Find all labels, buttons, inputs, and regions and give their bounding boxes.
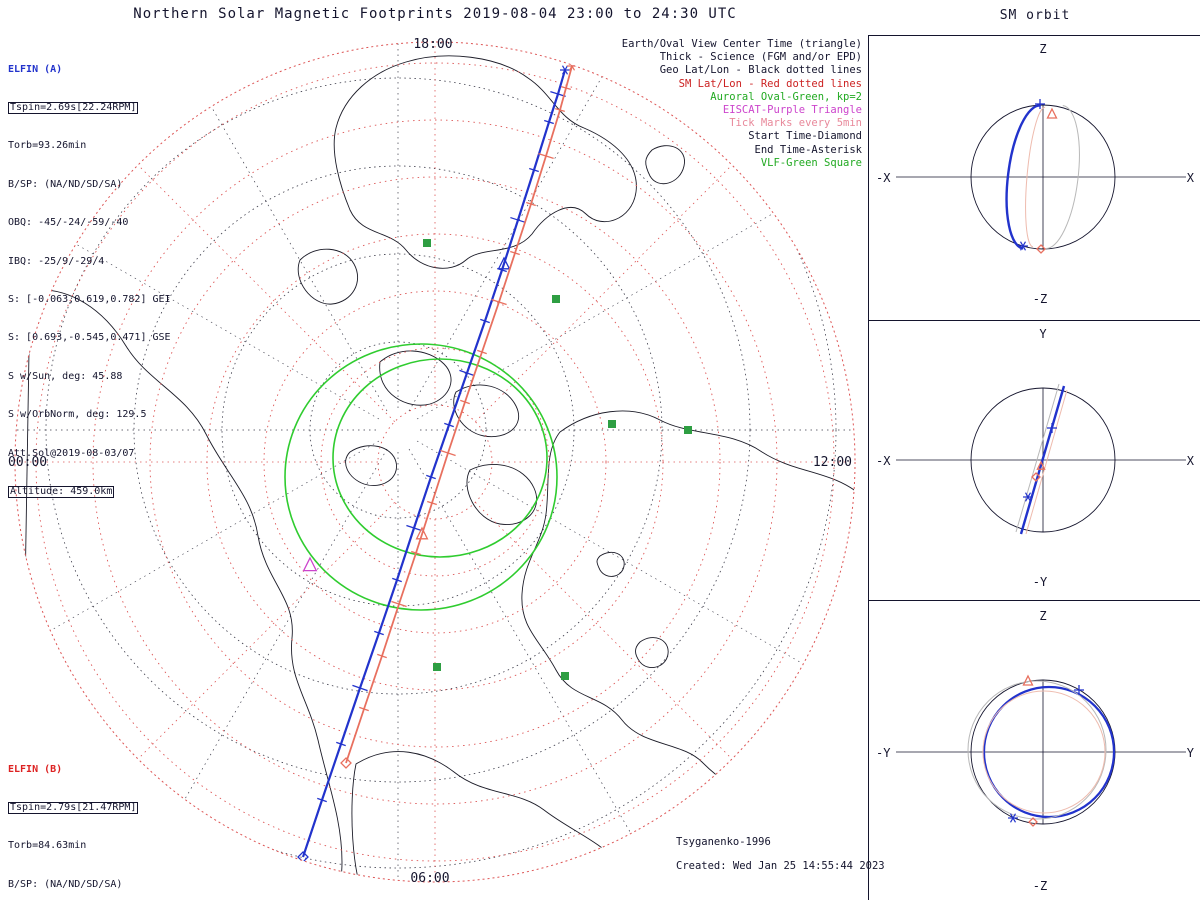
elfin-a-info-block: ELFIN (A) Tspin=2.69s[22.24RPM] Torb=93.… [8, 38, 171, 524]
elfin-a-s-gse: S: [0.693,-0.545,0.471] GSE [8, 332, 171, 344]
map-legend: Earth/Oval View Center Time (triangle) T… [520, 38, 862, 170]
legend-line: SM Lat/Lon - Red dotted lines [678, 77, 862, 90]
sm-orbit-title: SM orbit [999, 8, 1071, 23]
elfin-b-torb: Torb=84.63min [8, 840, 87, 852]
elfin-a-orbnorm-angle: S w/OrbNorm, deg: 129.5 [8, 409, 147, 421]
elfin-a-obq: OBQ: -45/-24/-59/-40 [8, 217, 129, 229]
sm-orbit-yz-panel: Z -Z -Y Y [876, 609, 1195, 893]
sm-orbit-xz-panel: Z -Z -X X [876, 42, 1195, 306]
svg-text:18:00: 18:00 [413, 37, 452, 52]
model-credit: Tsyganenko-1996 [676, 836, 771, 848]
legend-line: Earth/Oval View Center Time (triangle) [621, 38, 862, 50]
elfin-b-tspin: Tspin=2.79s[21.47RPM] [8, 801, 139, 815]
right-panel-divider [868, 35, 869, 900]
sm-orbit-xy-panel: Y -Y -X X [876, 327, 1195, 589]
elfin-a-tspin: Tspin=2.69s[22.24RPM] [8, 101, 139, 115]
svg-text:-X: -X [876, 171, 891, 185]
orbit-panel-divider-top [868, 35, 1200, 36]
svg-text:-Y: -Y [876, 746, 891, 760]
svg-text:-Z: -Z [1033, 292, 1047, 306]
elfin-a-ibq: IBQ: -25/9/-29/4 [8, 255, 105, 267]
svg-text:Z: Z [1039, 42, 1046, 56]
elfin-a-label: ELFIN (A) [8, 63, 63, 75]
elfin-a-torb: Torb=93.26min [8, 140, 87, 152]
elfin-b-info-block: ELFIN (B) Tspin=2.79s[21.47RPM] Torb=84.… [8, 738, 177, 900]
footprint-map-plot: 18:00 00:00 12:00 06:00 [8, 37, 856, 886]
svg-text:-X: -X [876, 454, 891, 468]
svg-text:X: X [1187, 171, 1195, 185]
legend-line: Start Time-Diamond [748, 130, 862, 143]
legend-line: Tick Marks every 5min [729, 117, 862, 130]
orbit-panel-divider-bottom [868, 600, 1200, 601]
legend-line: VLF-Green Square [760, 156, 862, 169]
svg-text:X: X [1187, 454, 1195, 468]
elfin-a-altitude: Altitude: 459.0km [8, 485, 115, 499]
svg-text:-Z: -Z [1033, 879, 1047, 893]
elfin-a-attsol: Att.Sol@2019-08-03/07 [8, 447, 135, 459]
svg-text:Z: Z [1039, 609, 1046, 623]
legend-line: Auroral Oval-Green, kp=2 [710, 90, 862, 103]
legend-line: EISCAT-Purple Triangle [722, 104, 862, 117]
elfin-b-label: ELFIN (B) [8, 763, 63, 775]
legend-line: Geo Lat/Lon - Black dotted lines [659, 64, 862, 77]
created-timestamp: Created: Wed Jan 25 14:55:44 2023 [676, 860, 885, 872]
elfin-a-sun-angle: S w/Sun, deg: 45.88 [8, 370, 123, 382]
legend-line: Thick - Science (FGM and/or EPD) [659, 51, 862, 64]
svg-text:Y: Y [1187, 746, 1195, 760]
svg-text:Y: Y [1039, 327, 1047, 341]
svg-text:-Y: -Y [1033, 575, 1048, 589]
elfin-a-bsp: B/SP: (NA/ND/SD/SA) [8, 178, 123, 190]
svg-text:00:00: 00:00 [8, 455, 47, 470]
page-title: Northern Solar Magnetic Footprints 2019-… [133, 6, 737, 22]
elfin-a-s-gei: S: [-0.063,0.619,0.782] GEI [8, 293, 171, 305]
svg-text:06:00: 06:00 [410, 871, 449, 886]
svg-text:12:00: 12:00 [813, 455, 852, 470]
legend-line: End Time-Asterisk [754, 143, 862, 156]
elfin-b-bsp: B/SP: (NA/ND/SD/SA) [8, 878, 123, 890]
orbit-panel-divider-mid [868, 320, 1200, 321]
